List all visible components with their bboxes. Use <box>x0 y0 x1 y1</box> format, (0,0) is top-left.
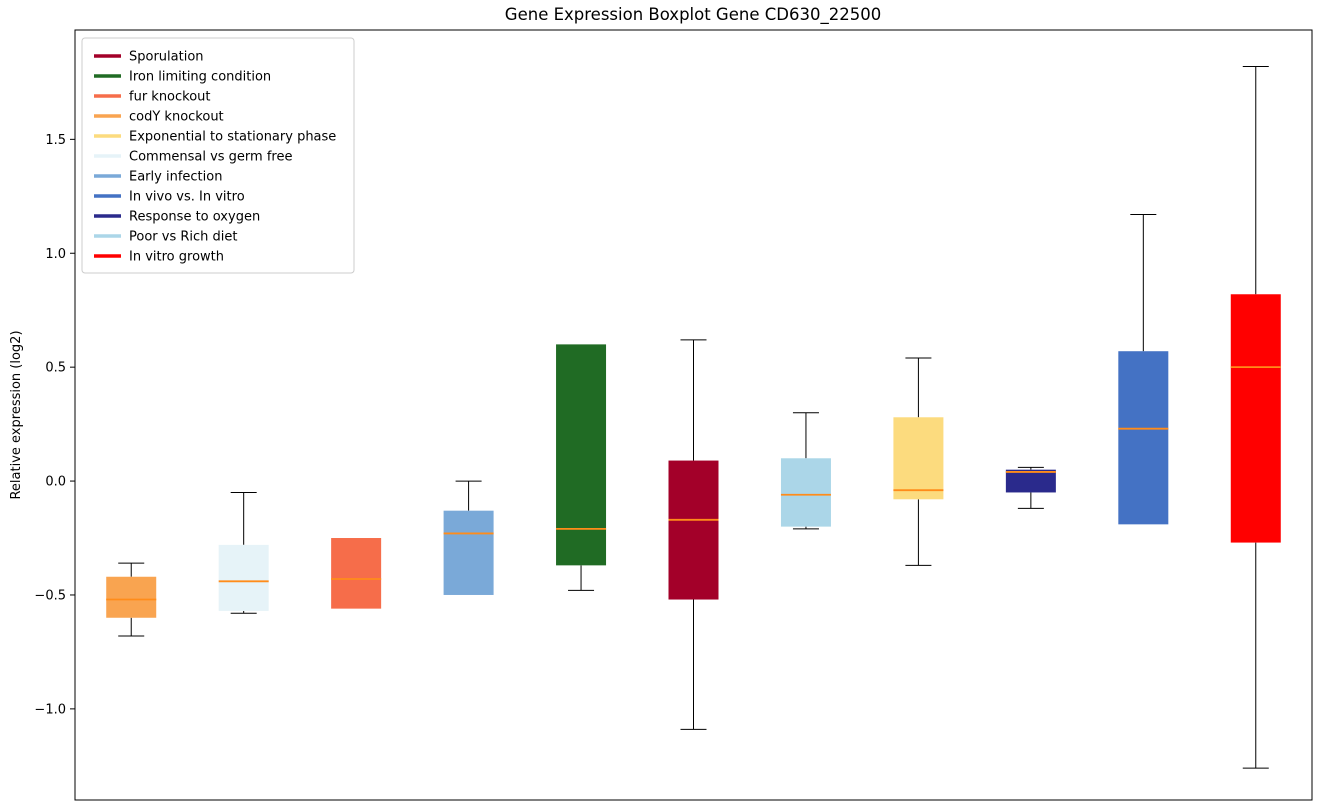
legend-label: In vivo vs. In vitro <box>129 190 245 205</box>
y-axis-label: Relative expression (log2) <box>9 330 24 499</box>
box-group-7 <box>780 412 831 530</box>
box-rect <box>331 538 382 609</box>
y-tick-label: 0.0 <box>45 475 66 490</box>
legend-entry: Exponential to stationary phase <box>94 130 336 145</box>
y-tick-label: 0.5 <box>45 361 66 376</box>
y-tick-label: −1.0 <box>34 702 66 717</box>
box-rect <box>556 344 607 566</box>
legend-entry: Response to oxygen <box>94 210 260 225</box>
legend-entry: fur knockout <box>94 90 211 105</box>
legend-label: Commensal vs germ free <box>129 150 292 165</box>
y-tick-label: −0.5 <box>34 588 66 603</box>
legend-entry: Poor vs Rich diet <box>94 230 237 245</box>
box-rect <box>443 510 494 595</box>
box-rect <box>893 417 944 500</box>
legend-entry: Early infection <box>94 170 222 185</box>
box-group-6 <box>668 339 719 730</box>
box-rect <box>218 544 269 611</box>
box-rect <box>668 460 719 600</box>
box-group-9 <box>1005 466 1056 509</box>
box-group-4 <box>443 480 494 595</box>
legend-label: Iron limiting condition <box>129 70 271 85</box>
legend-entry: codY knockout <box>94 110 224 125</box>
box-group-8 <box>893 357 944 566</box>
legend-label: Exponential to stationary phase <box>129 130 336 145</box>
chart-title: Gene Expression Boxplot Gene CD630_22500 <box>505 5 881 25</box>
y-tick-label: 1.5 <box>45 133 66 148</box>
legend-label: Poor vs Rich diet <box>129 230 237 245</box>
box-rect <box>1118 351 1169 525</box>
box-group-3 <box>331 538 382 609</box>
box-group-1 <box>106 562 157 637</box>
legend-entry: In vitro growth <box>94 250 224 265</box>
legend-label: Sporulation <box>129 50 204 65</box>
legend-label: codY knockout <box>129 110 224 125</box>
legend-entry: Sporulation <box>94 50 204 65</box>
box-group-2 <box>218 491 269 614</box>
box-group-5 <box>556 344 607 591</box>
y-tick-label: 1.0 <box>45 247 66 262</box>
box-rect <box>1005 469 1056 493</box>
legend-frame <box>81 37 355 274</box>
legend-entry: In vivo vs. In vitro <box>94 190 245 205</box>
legend-label: In vitro growth <box>129 250 224 265</box>
box-rect <box>106 576 157 618</box>
legend-label: Early infection <box>129 170 222 185</box>
box-group-10 <box>1118 214 1169 525</box>
box-rect <box>1230 294 1281 543</box>
legend-entry: Iron limiting condition <box>94 70 271 85</box>
box-rect <box>780 458 831 527</box>
box-group-11 <box>1230 65 1281 769</box>
legend-label: fur knockout <box>129 90 211 105</box>
legend-entry: Commensal vs germ free <box>94 150 292 165</box>
legend-label: Response to oxygen <box>129 210 260 225</box>
